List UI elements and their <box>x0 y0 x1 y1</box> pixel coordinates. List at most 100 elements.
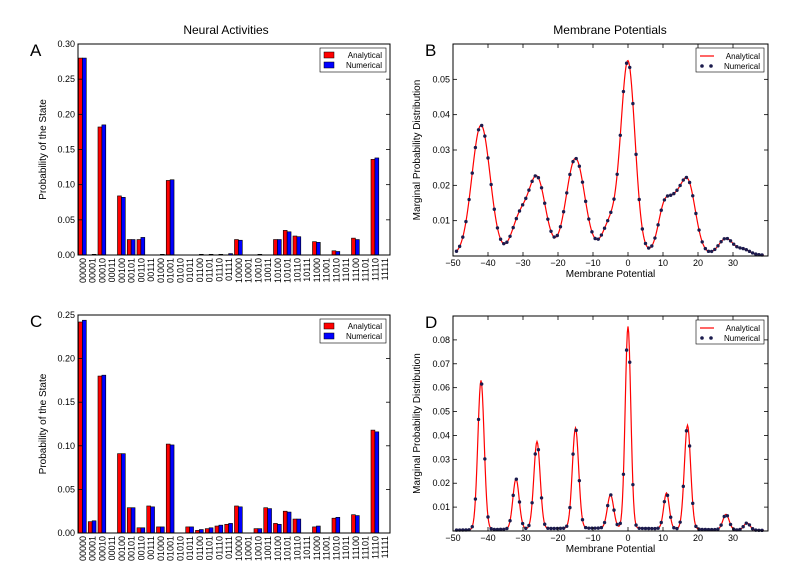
x-tick-label: 10101 <box>283 536 293 561</box>
numerical-point <box>561 210 566 214</box>
y-tick-label: 0.20 <box>57 354 75 364</box>
bar-analytical-01011 <box>185 526 190 534</box>
bar-analytical-00101 <box>126 507 132 534</box>
numerical-point <box>543 522 547 526</box>
bar-numerical-00100 <box>121 197 126 256</box>
y-tick-label: 0.04 <box>432 110 450 120</box>
legend-label-analytical: Analytical <box>348 51 382 60</box>
x-tick-label: 01000 <box>156 258 166 283</box>
numerical-point <box>599 233 604 237</box>
x-tick-label: 11001 <box>322 258 332 282</box>
x-tick-label: −10 <box>585 533 600 543</box>
bar-analytical-10100 <box>273 523 278 534</box>
bar-numerical-10110 <box>296 236 302 256</box>
numerical-point <box>662 198 667 202</box>
numerical-point <box>514 477 519 481</box>
numerical-point <box>495 226 500 230</box>
analytical-curve <box>456 59 764 256</box>
plot-frame <box>452 315 769 532</box>
bar-numerical-00110 <box>140 527 146 534</box>
numerical-point <box>502 527 506 531</box>
x-tick-label: −10 <box>585 258 600 268</box>
y-tick-label: 0.05 <box>432 407 450 417</box>
bar-numerical-11010 <box>335 251 341 256</box>
numerical-point <box>656 223 660 227</box>
x-tick-label: 10000 <box>234 258 244 283</box>
bar-numerical-10100 <box>277 239 282 256</box>
numerical-point <box>728 239 733 243</box>
numerical-point <box>678 183 682 188</box>
y-tick-label: 0.03 <box>432 454 450 464</box>
y-tick-label: 0.08 <box>432 335 450 345</box>
numerical-point <box>609 210 613 215</box>
x-tick-label: 01111 <box>224 258 234 281</box>
numerical-point <box>574 428 578 433</box>
bar-numerical-10101 <box>286 511 292 534</box>
numerical-point <box>697 228 701 232</box>
numerical-point <box>662 499 667 504</box>
bar-analytical-10101 <box>282 510 288 534</box>
numerical-point <box>760 528 764 533</box>
bar-numerical-10010 <box>257 528 263 534</box>
numerical-point <box>634 523 638 527</box>
y-tick-label: 0.25 <box>57 74 75 84</box>
numerical-point <box>725 236 730 241</box>
x-tick-label: 0 <box>625 533 630 543</box>
x-tick-label: 01010 <box>175 536 185 561</box>
col-title-right: Membrane Potentials <box>553 23 666 37</box>
numerical-point <box>590 230 594 234</box>
x-tick-label: −30 <box>515 258 530 268</box>
numerical-point <box>505 240 509 244</box>
bar-analytical-01111 <box>224 523 229 534</box>
numerical-point <box>587 526 591 530</box>
bar-numerical-00101 <box>130 239 136 256</box>
numerical-point <box>615 522 619 527</box>
bar-numerical-11000 <box>316 525 321 534</box>
numerical-point <box>536 447 541 452</box>
numerical-point <box>741 525 745 529</box>
x-tick-label: 10110 <box>292 258 302 282</box>
x-tick-label: 10011 <box>263 258 273 282</box>
numerical-point <box>669 515 673 519</box>
x-tick-label: 10111 <box>302 536 312 560</box>
bar-numerical-00110 <box>140 237 146 256</box>
x-tick-label: 10111 <box>302 258 312 282</box>
bar-numerical-10011 <box>267 508 272 534</box>
numerical-point <box>624 348 629 352</box>
numerical-point <box>665 194 670 198</box>
numerical-point <box>555 526 559 531</box>
numerical-point <box>577 478 582 483</box>
numerical-point <box>719 523 723 527</box>
numerical-point <box>738 527 742 532</box>
bar-analytical-11000 <box>312 526 317 534</box>
numerical-point <box>643 241 648 246</box>
x-tick-label: 20 <box>693 258 703 268</box>
x-tick-label: 00010 <box>97 258 107 283</box>
x-tick-label: −40 <box>480 258 495 268</box>
numerical-point <box>565 191 569 195</box>
numerical-point <box>461 235 465 239</box>
bar-analytical-01001 <box>165 180 171 256</box>
bar-analytical-00010 <box>97 375 103 534</box>
x-tick-label: 10 <box>658 258 668 268</box>
x-tick-label: 00110 <box>136 536 146 560</box>
x-tick-label: 11100 <box>351 536 361 560</box>
x-tick-label: 11111 <box>380 536 390 558</box>
x-tick-label: −30 <box>515 533 530 543</box>
numerical-point <box>750 251 755 255</box>
panel-letter: A <box>30 41 42 60</box>
numerical-point <box>700 240 704 244</box>
numerical-point <box>464 219 468 224</box>
bar-numerical-10000 <box>238 239 243 256</box>
numerical-point <box>709 249 714 254</box>
panel-letter: B <box>425 41 436 60</box>
numerical-point <box>476 417 481 422</box>
numerical-point <box>558 526 563 531</box>
numerical-point <box>703 246 708 251</box>
bar-analytical-10110 <box>292 235 298 256</box>
x-axis-label: Membrane Potential <box>566 544 656 555</box>
numerical-point <box>489 182 493 187</box>
bar-numerical-00001 <box>91 520 97 534</box>
bar-numerical-00100 <box>121 453 126 534</box>
x-tick-label: 11010 <box>331 258 341 282</box>
